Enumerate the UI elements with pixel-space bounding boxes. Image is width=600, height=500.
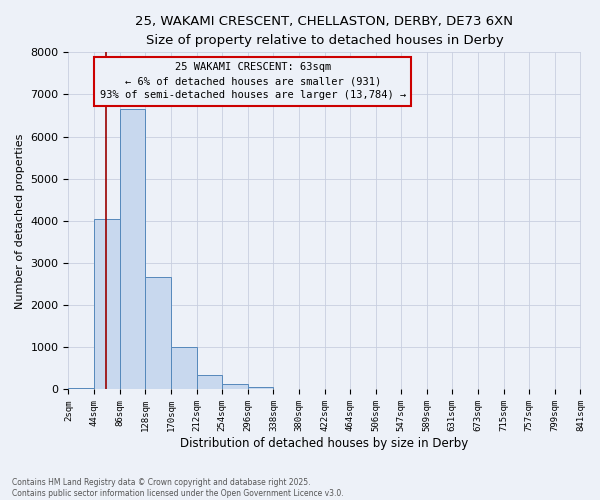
Text: 25 WAKAMI CRESCENT: 63sqm
← 6% of detached houses are smaller (931)
93% of semi-: 25 WAKAMI CRESCENT: 63sqm ← 6% of detach…	[100, 62, 406, 100]
Bar	[274, 388, 299, 390]
Text: Contains HM Land Registry data © Crown copyright and database right 2025.
Contai: Contains HM Land Registry data © Crown c…	[12, 478, 344, 498]
Bar	[68, 388, 94, 390]
Y-axis label: Number of detached properties: Number of detached properties	[15, 133, 25, 308]
Bar	[119, 109, 145, 390]
Bar	[94, 219, 119, 390]
Title: 25, WAKAMI CRESCENT, CHELLASTON, DERBY, DE73 6XN
Size of property relative to de: 25, WAKAMI CRESCENT, CHELLASTON, DERBY, …	[136, 15, 514, 47]
Bar	[222, 384, 248, 390]
Bar	[171, 348, 197, 390]
Bar	[197, 374, 222, 390]
X-axis label: Distribution of detached houses by size in Derby: Distribution of detached houses by size …	[181, 437, 469, 450]
Bar	[145, 276, 171, 390]
Bar	[248, 388, 274, 390]
